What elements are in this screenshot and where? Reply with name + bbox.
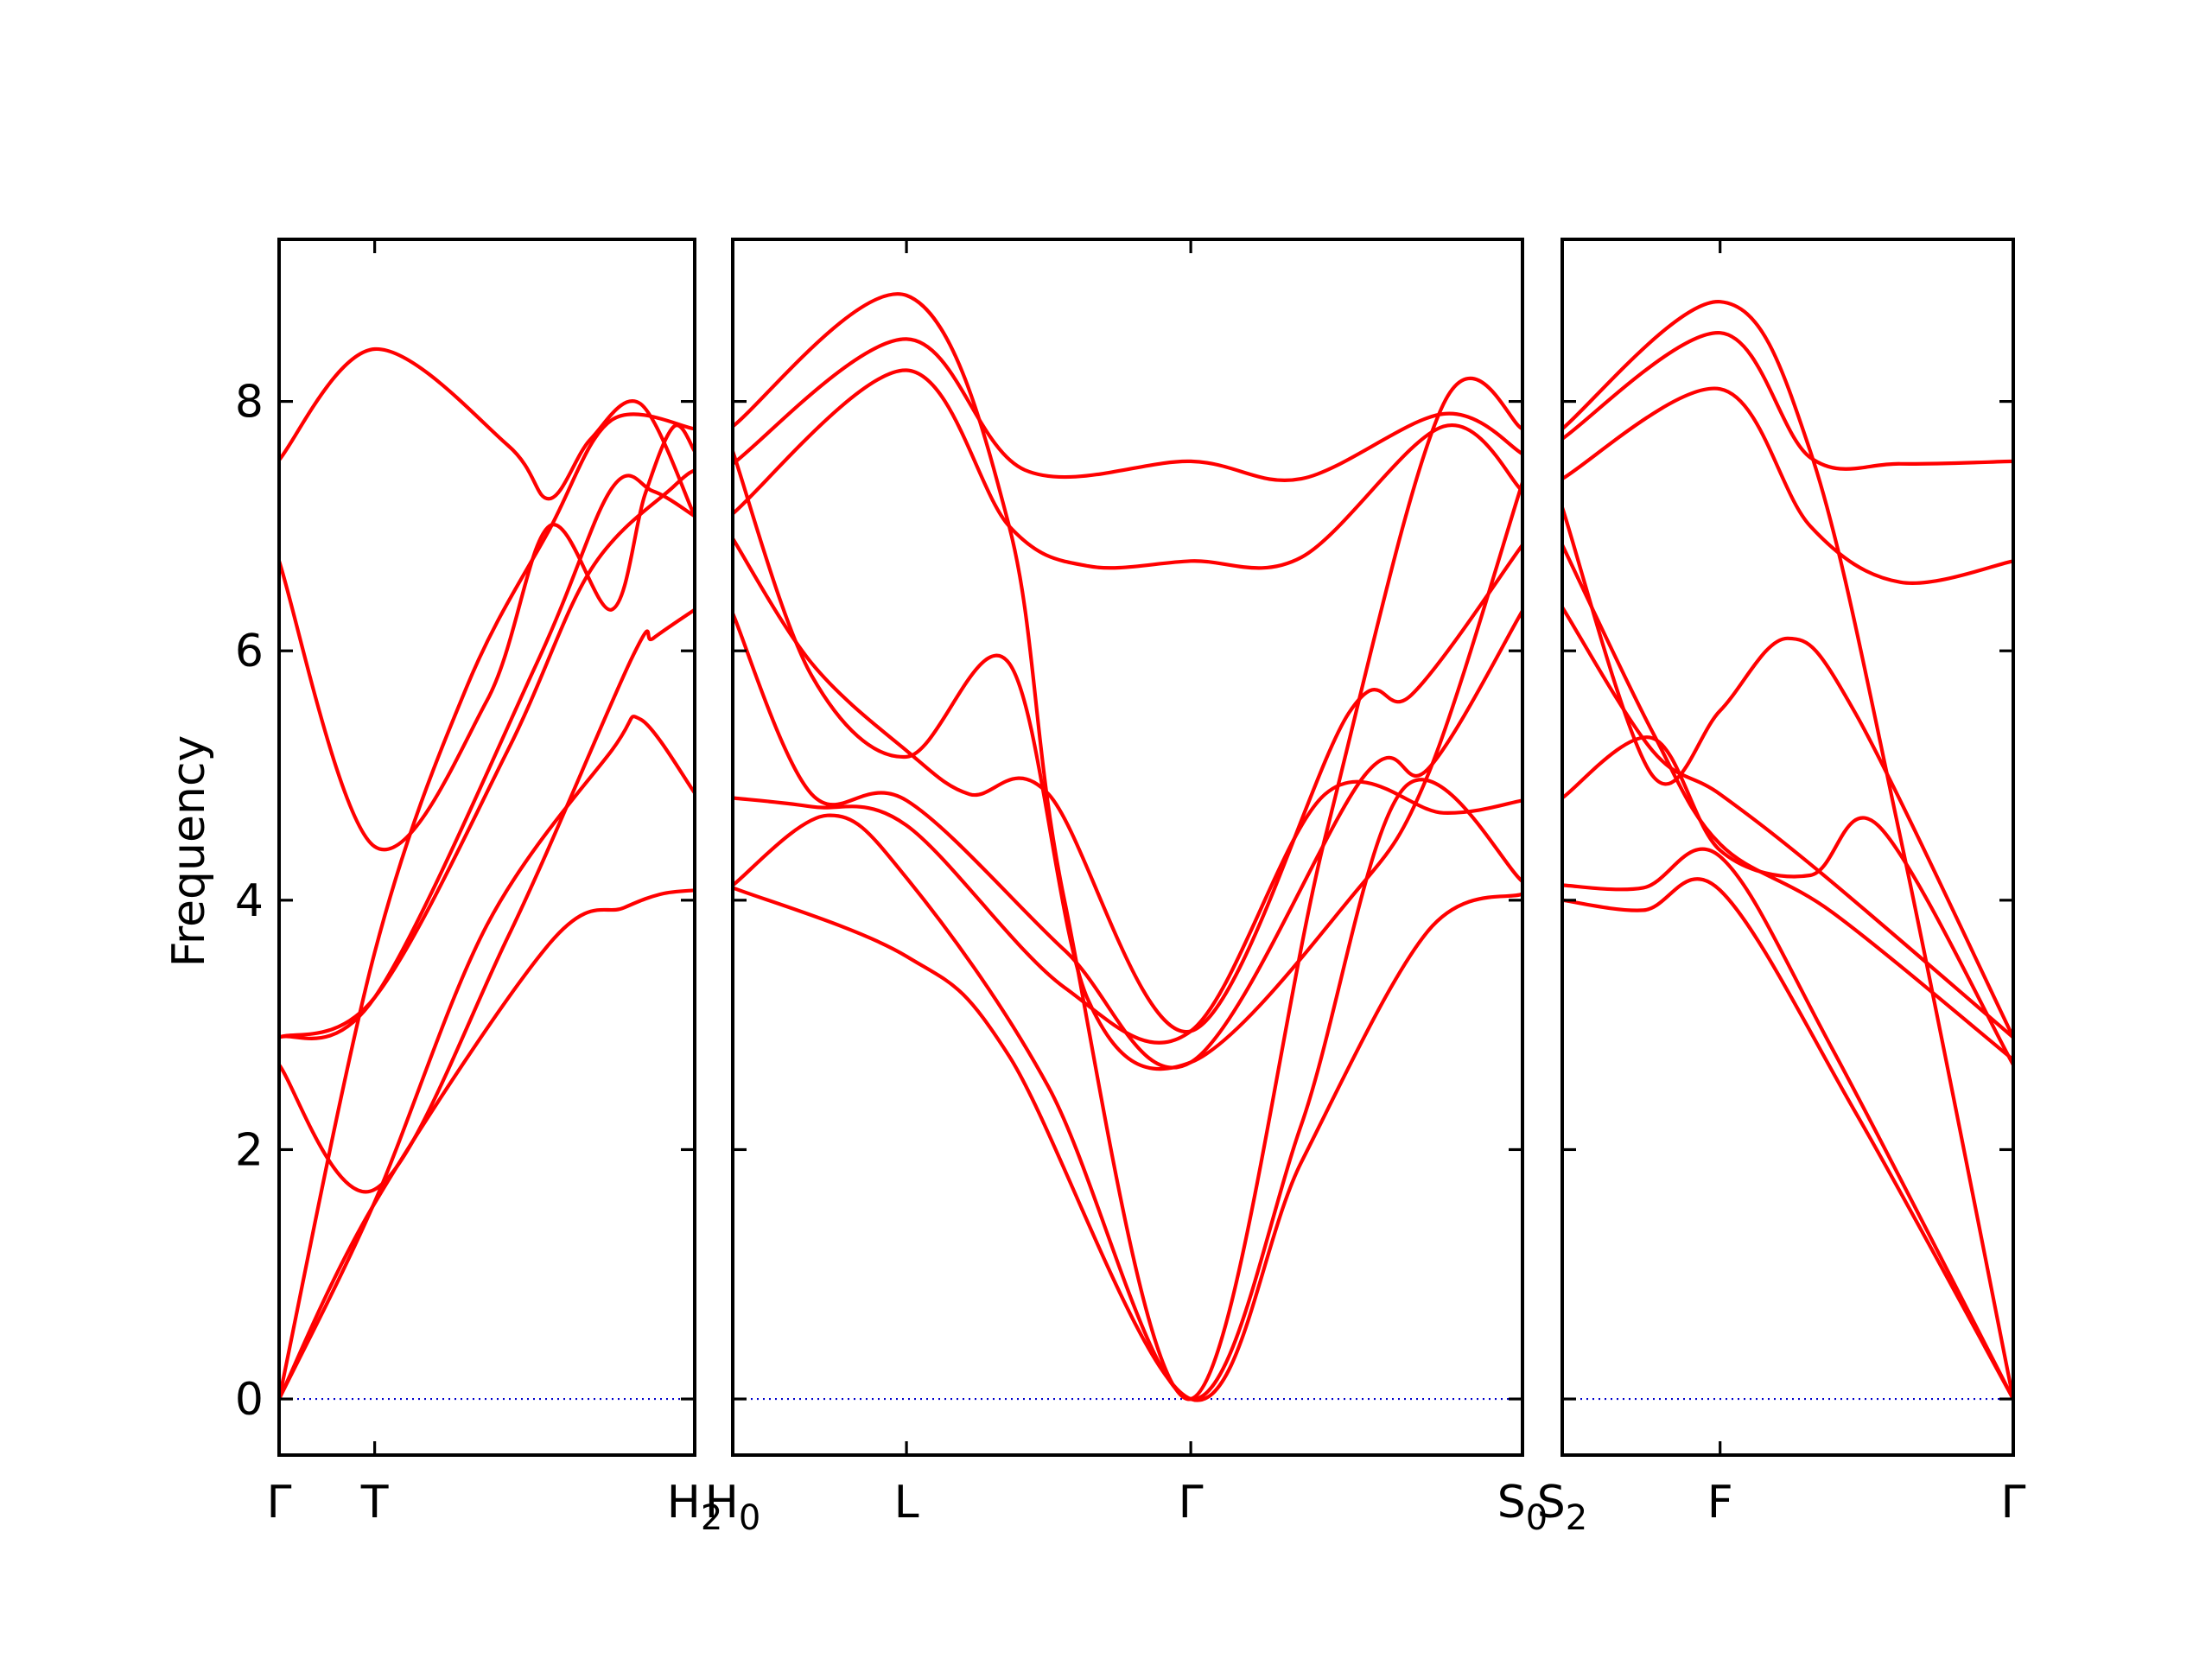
x-tick-label: H0 bbox=[705, 1477, 761, 1538]
phonon-band-3 bbox=[733, 779, 1522, 1045]
phonon-band-7 bbox=[279, 346, 695, 518]
panel-frame bbox=[1560, 238, 2015, 1457]
phonon-band-6 bbox=[279, 423, 695, 852]
y-tick-label: 8 bbox=[235, 377, 264, 429]
x-tick-label: T bbox=[360, 1477, 389, 1529]
phonon-band-8 bbox=[733, 337, 1522, 482]
x-tick-label: F bbox=[1707, 1477, 1733, 1529]
phonon-band-2 bbox=[1562, 847, 2013, 1402]
phonon-band-5 bbox=[279, 412, 695, 1402]
panel-2: H0 L Γ S0 bbox=[705, 238, 1548, 1538]
phonon-band-5 bbox=[1562, 543, 2013, 1062]
bands-group bbox=[279, 346, 695, 1402]
x-tick-label: Γ bbox=[1179, 1477, 1204, 1529]
x-tick-label: S0 bbox=[1497, 1477, 1548, 1538]
phonon-band-9 bbox=[1562, 300, 2013, 1402]
y-tick-label: 0 bbox=[235, 1374, 264, 1426]
phonon-band-4 bbox=[733, 608, 1522, 1070]
phonon-band-9 bbox=[733, 292, 1522, 1402]
phonon-band-3 bbox=[1562, 735, 2013, 1067]
x-tick-label: Γ bbox=[2001, 1477, 2026, 1529]
x-tick-label: Γ bbox=[267, 1477, 292, 1529]
phonon-band-3 bbox=[279, 607, 695, 1194]
y-tick-label: 2 bbox=[235, 1124, 264, 1176]
y-tick-label: 6 bbox=[235, 626, 264, 677]
phonon-band-2 bbox=[279, 715, 695, 1402]
phonon-band-4 bbox=[1562, 605, 2013, 1039]
phonon-band-1 bbox=[1562, 877, 2013, 1402]
phonon-band-7 bbox=[1562, 386, 2013, 585]
panel-frame bbox=[277, 238, 696, 1457]
phonon-band-6 bbox=[1562, 505, 2013, 1039]
bands-group bbox=[733, 292, 1522, 1402]
panel-3: S2 F Γ bbox=[1537, 238, 2026, 1538]
x-tick-label: L bbox=[894, 1477, 919, 1529]
x-tick-label: S2 bbox=[1537, 1477, 1587, 1538]
phonon-band-7 bbox=[733, 368, 1522, 570]
phonon-band-1 bbox=[279, 888, 695, 1402]
phonon-band-6 bbox=[733, 449, 1522, 1071]
phonon-band-5 bbox=[733, 537, 1522, 1033]
phonon-band-8 bbox=[279, 474, 695, 1040]
bands-group bbox=[1562, 300, 2013, 1402]
x-tick-label: H2 bbox=[667, 1477, 723, 1538]
panel-1: 0 2 4 6 8 Γ T H2 bbox=[235, 238, 723, 1538]
y-tick-label: 4 bbox=[235, 875, 264, 927]
phonon-band-8 bbox=[1562, 331, 2013, 471]
panel-frame bbox=[731, 238, 1524, 1457]
y-axis-label: Frequency bbox=[163, 735, 215, 968]
